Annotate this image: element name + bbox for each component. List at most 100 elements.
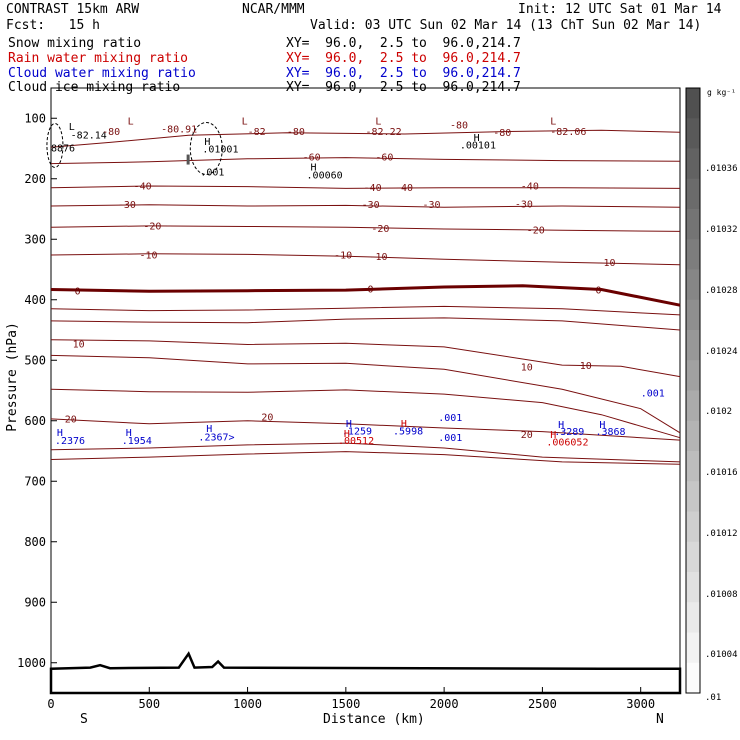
terrain-outline <box>49 651 682 695</box>
colorbar-swatch <box>686 209 700 240</box>
contour-label: -80 <box>287 127 305 138</box>
temperature-contour <box>50 253 681 266</box>
temperature-contour <box>50 225 681 232</box>
colorbar-swatch <box>686 662 700 694</box>
contour-label: 0 <box>595 285 601 296</box>
contour-label: H <box>57 428 63 439</box>
colorbar-label: .01012 <box>705 529 738 539</box>
contour-label: -60 <box>375 152 393 163</box>
temperature-contour <box>50 451 681 465</box>
contour-label: .3289 <box>554 427 584 438</box>
colorbar-swatch <box>686 481 700 512</box>
colorbar-swatch <box>686 299 700 331</box>
colorbar-swatch <box>686 572 700 603</box>
contour-label: -80 <box>493 128 511 139</box>
field-name-cloud-ice: Cloud ice mixing ratio <box>8 80 181 95</box>
colorbar-frame <box>685 87 701 694</box>
contour-label: -20 <box>527 226 545 237</box>
contour-label: L <box>242 117 248 128</box>
contour-label: -80 <box>102 127 120 138</box>
x-tick-label: 3000 <box>626 697 655 711</box>
y-tick-label: 1000 <box>17 656 46 670</box>
init-time: Init: 12 UTC Sat 01 Mar 14 <box>518 2 722 17</box>
contour-label: -82 <box>248 127 266 138</box>
contour-label: .00060 <box>307 171 343 182</box>
temperature-contour <box>50 185 681 189</box>
contour-label: -30 <box>118 200 136 211</box>
colorbar-label: .01 <box>705 693 721 703</box>
contour-label: 0 <box>75 287 81 298</box>
y-tick-label: 800 <box>24 535 46 549</box>
contour-label: .00512 <box>338 436 374 447</box>
contour-label: 20 <box>261 413 273 424</box>
temperature-contour <box>50 129 681 148</box>
contour-label: H <box>550 430 556 441</box>
contour-label: H <box>474 133 480 144</box>
contour-label: -40 <box>521 181 539 192</box>
contour-label: H <box>401 419 407 430</box>
field-name-rain: Rain water mixing ratio <box>8 51 189 66</box>
colorbar-swatch <box>686 602 700 633</box>
temperature-contour <box>50 284 681 307</box>
contour-label: H <box>204 137 210 148</box>
x-tick-label: 1000 <box>233 697 262 711</box>
contour-label: H <box>558 420 564 431</box>
colorbar-label: .01036 <box>705 164 738 174</box>
field-xy-rain: XY= 96.0, 2.5 to 96.0,214.7 <box>286 51 521 66</box>
contour-label: 10 <box>521 362 533 373</box>
contour-label: -30 <box>515 200 533 211</box>
x-tick-label: 2500 <box>528 697 557 711</box>
contour-label: .001 <box>200 167 224 178</box>
contour-label: 8876 <box>51 143 75 154</box>
colorbar-label: .01016 <box>705 468 738 478</box>
contour-label: 10 <box>73 339 85 350</box>
y-tick-label: 100 <box>24 111 46 125</box>
contour-label: L <box>69 122 75 133</box>
temperature-contour <box>50 157 681 165</box>
contour-label: -82.14 <box>71 131 107 142</box>
contour-label: -10 <box>597 258 615 269</box>
forecast-hour: Fcst: 15 h <box>6 18 100 33</box>
contour-label: 0 <box>367 284 373 295</box>
contour-label: 10 <box>580 361 592 372</box>
colorbar-swatch <box>686 541 700 573</box>
center-title: NCAR/MMM <box>242 2 305 17</box>
contour-label: -10 <box>369 252 387 263</box>
contour-label: .2367> <box>198 432 234 443</box>
contour-label: .00101 <box>460 140 496 151</box>
contour-label: -10 <box>139 250 157 261</box>
x-tick-label: 2000 <box>430 697 459 711</box>
contour-label: H <box>599 420 605 431</box>
x-axis-label: Distance (km) <box>323 712 425 727</box>
contour-label: -40 <box>364 183 382 194</box>
temperature-contour <box>50 305 681 316</box>
field-xy-cloud-water: XY= 96.0, 2.5 to 96.0,214.7 <box>286 66 521 81</box>
contour-label: L <box>128 117 134 128</box>
colorbar-swatch <box>686 451 700 482</box>
contour-label: L <box>550 117 556 128</box>
contour-label: .001 <box>438 413 462 424</box>
colorbar-label: .01028 <box>705 286 738 296</box>
field-xy-cloud-ice: XY= 96.0, 2.5 to 96.0,214.7 <box>286 80 521 95</box>
y-tick-label: 300 <box>24 232 46 246</box>
colorbar-swatch <box>686 148 700 180</box>
contour-label: H <box>344 429 350 440</box>
contour-label: H <box>346 419 352 430</box>
contour-label: .006052 <box>546 437 588 448</box>
temperature-contour <box>50 354 681 434</box>
x-tick-label: 0 <box>47 697 54 711</box>
contour-label: 20 <box>521 430 533 441</box>
contour-label: -30 <box>362 200 380 211</box>
model-title: CONTRAST 15km ARW <box>6 2 140 17</box>
cloud-ice-contour <box>189 122 223 175</box>
contour-label: .01001 <box>202 145 238 156</box>
contour-label: -80 <box>450 120 468 131</box>
contour-label: .3868 <box>595 427 625 438</box>
contour-label: 20 <box>65 414 77 425</box>
colorbar-swatch <box>686 269 700 301</box>
colorbar-label: .01032 <box>705 225 738 235</box>
north-label: N <box>656 712 664 727</box>
contour-label: H <box>206 424 212 435</box>
field-xy-snow: XY= 96.0, 2.5 to 96.0,214.7 <box>286 36 521 51</box>
contour-label: -80.91 <box>161 125 197 136</box>
